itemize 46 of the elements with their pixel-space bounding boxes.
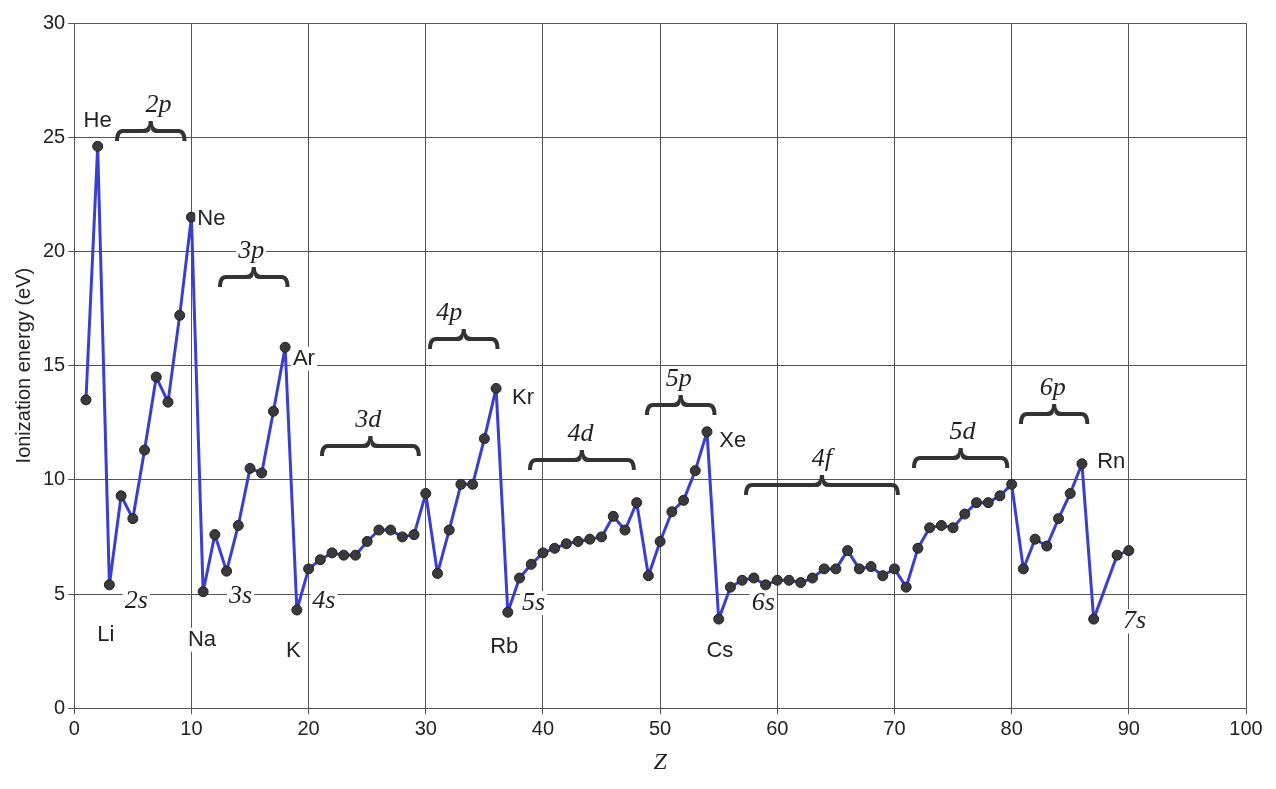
annotation: 2p (145, 89, 172, 119)
annotation: 4p (436, 296, 463, 326)
annotation: 4f (811, 443, 836, 473)
y-tick-label: 20 (43, 238, 66, 261)
annotation: 5p (665, 363, 692, 393)
x-tick-label: 80 (1000, 716, 1023, 739)
annotation: Rn (1097, 447, 1126, 473)
x-tick-label: 60 (766, 716, 789, 739)
annotation: 5d (949, 415, 977, 445)
y-tick-label: 0 (54, 695, 66, 718)
x-tick-label: 10 (180, 716, 203, 739)
y-tick-label: 15 (43, 353, 66, 376)
y-tick-label: 5 (54, 581, 66, 604)
annotation: Li (97, 621, 115, 647)
annotation: 7s (1123, 605, 1147, 635)
y-tick-label: 10 (43, 467, 66, 490)
annotation: 3p (237, 235, 265, 265)
x-tick-label: 90 (1117, 716, 1140, 739)
annotation: 6s (751, 586, 775, 616)
annotation: Xe (719, 427, 747, 453)
annotation: 3d (354, 404, 383, 434)
x-tick-label: 0 (68, 716, 80, 739)
annotation: 4s (312, 584, 336, 614)
annotation: 2s (124, 584, 148, 614)
annotation: 6p (1039, 372, 1066, 402)
x-axis-title: Z (653, 747, 668, 774)
y-axis-title: Ionization energy (eV) (11, 267, 34, 464)
annotation: Ne (197, 205, 226, 231)
x-tick-label: 50 (649, 716, 672, 739)
annotation: 5s (522, 586, 546, 616)
x-tick-label: 100 (1229, 716, 1263, 739)
x-tick-label: 20 (297, 716, 320, 739)
x-tick-label: 70 (883, 716, 906, 739)
annotation: K (286, 637, 302, 663)
annotation: 4d (567, 417, 595, 447)
annotation: Na (187, 625, 217, 651)
y-tick-label: 30 (43, 10, 66, 33)
annotation: Cs (706, 637, 734, 663)
annotation: Ar (292, 344, 315, 370)
x-tick-label: 30 (414, 716, 437, 739)
x-tick-label: 40 (531, 716, 555, 739)
y-tick-label: 25 (43, 124, 66, 147)
annotation: He (83, 107, 112, 133)
annotation: Rb (490, 632, 519, 658)
annotation: 3s (228, 580, 253, 610)
annotation: Kr (512, 383, 535, 409)
